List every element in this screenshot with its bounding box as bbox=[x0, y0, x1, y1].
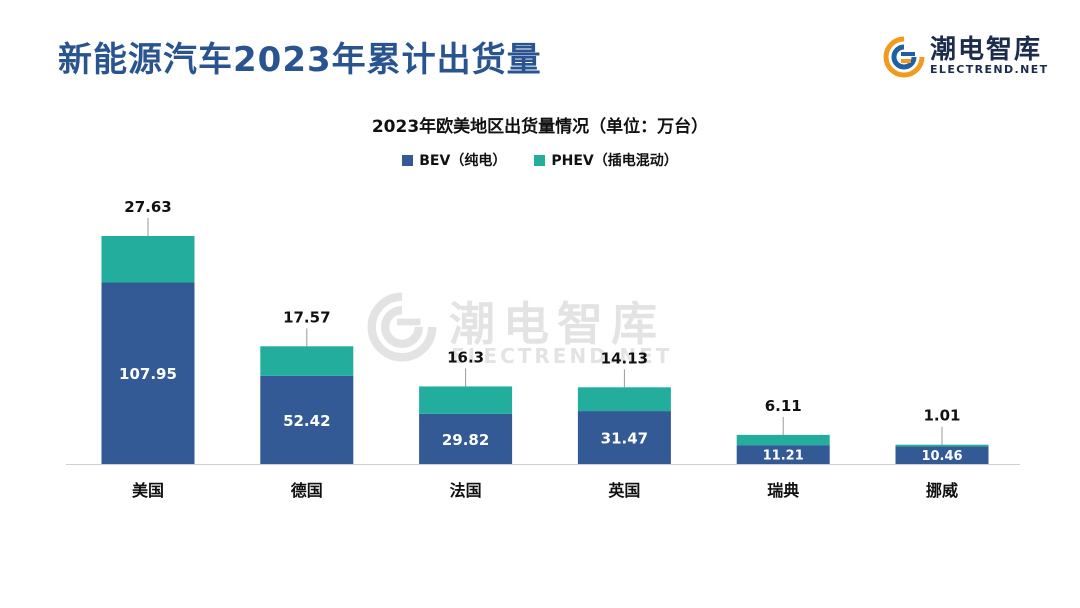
category-label-3: 英国 bbox=[607, 481, 640, 500]
bar-phev-2 bbox=[419, 386, 513, 414]
bar-bev-0 bbox=[101, 282, 195, 464]
watermark: 潮电智库 ELECTREND.NET bbox=[365, 288, 710, 368]
logo-subtitle: ELECTREND.NET bbox=[930, 63, 1049, 76]
data-label-bev-5: 10.46 bbox=[921, 449, 962, 464]
bar-bev-1 bbox=[260, 375, 354, 464]
data-label-phev-3: 14.13 bbox=[601, 349, 648, 367]
legend-swatch-bev bbox=[402, 154, 414, 166]
bar-phev-5 bbox=[895, 444, 989, 447]
data-label-bev-1: 52.42 bbox=[283, 412, 330, 430]
data-label-bev-0: 107.95 bbox=[119, 365, 177, 383]
bar-phev-3 bbox=[577, 387, 671, 412]
bar-bev-2 bbox=[419, 413, 513, 464]
data-label-bev-2: 29.82 bbox=[442, 431, 489, 449]
category-label-1: 德国 bbox=[291, 481, 323, 500]
bar-bev-5 bbox=[895, 446, 989, 464]
bar-bev-4 bbox=[736, 445, 830, 464]
legend-item-bev: BEV（纯电） bbox=[402, 150, 506, 170]
bar-phev-4 bbox=[736, 434, 830, 446]
chart-legend: BEV（纯电） PHEV（插电混动） bbox=[0, 150, 1080, 170]
legend-label-bev: BEV（纯电） bbox=[419, 153, 507, 169]
logo-icon bbox=[883, 36, 925, 78]
category-label-5: 挪威 bbox=[926, 481, 958, 500]
chart-title: 2023年欧美地区出货量情况（单位：万台） bbox=[371, 117, 709, 137]
bar-phev-0 bbox=[101, 236, 195, 283]
logo-name: 潮电智库 bbox=[930, 35, 1043, 65]
data-label-phev-1: 17.57 bbox=[283, 308, 330, 326]
data-label-phev-5: 1.01 bbox=[923, 407, 960, 425]
watermark-name: 潮电智库 bbox=[449, 297, 665, 351]
category-label-4: 瑞典 bbox=[767, 481, 799, 500]
data-label-bev-4: 11.21 bbox=[763, 449, 804, 464]
legend-swatch-phev bbox=[534, 154, 546, 166]
legend-label-phev: PHEV（插电混动） bbox=[551, 153, 678, 169]
brand-logo: 潮电智库 ELECTREND.NET bbox=[882, 33, 1062, 79]
data-label-phev-0: 27.63 bbox=[124, 198, 171, 216]
category-label-0: 美国 bbox=[132, 481, 164, 500]
category-label-2: 法国 bbox=[450, 481, 482, 500]
watermark-icon bbox=[367, 292, 437, 362]
watermark-subtitle: ELECTREND.NET bbox=[451, 344, 673, 368]
page-title: 新能源汽车2023年累计出货量 bbox=[58, 40, 542, 80]
data-label-phev-2: 16.3 bbox=[447, 348, 484, 366]
bar-phev-1 bbox=[260, 346, 354, 376]
bar-bev-3 bbox=[577, 411, 671, 464]
data-label-phev-4: 6.11 bbox=[765, 397, 802, 415]
data-label-bev-3: 31.47 bbox=[601, 430, 648, 448]
legend-item-phev: PHEV（插电混动） bbox=[534, 150, 678, 170]
